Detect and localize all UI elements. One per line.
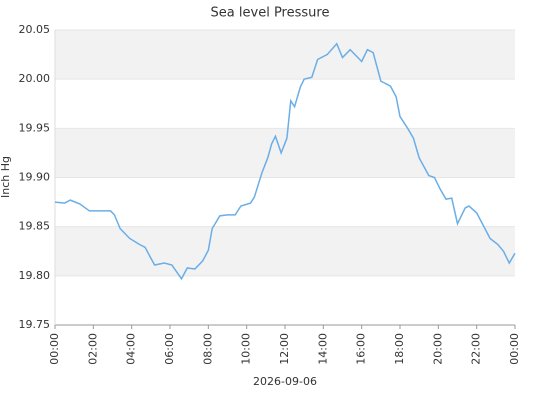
data-line xyxy=(54,42,516,281)
x-tick-label: 16:00 xyxy=(355,333,368,365)
x-tick-label: 00:00 xyxy=(48,333,61,365)
x-tick-label: 00:00 xyxy=(508,333,521,365)
x-tick-label: 04:00 xyxy=(125,333,138,365)
x-axis-label: 2026-09-06 xyxy=(253,375,317,388)
y-tick-label: 20.05 xyxy=(19,23,51,36)
y-tick-label: 19.95 xyxy=(19,121,51,134)
x-tick-label: 12:00 xyxy=(278,333,291,365)
x-tick-label: 14:00 xyxy=(316,333,329,365)
y-tick-label: 19.75 xyxy=(19,318,51,331)
y-tick-label: 19.90 xyxy=(19,171,51,184)
x-tick-label: 22:00 xyxy=(470,333,483,365)
y-tick-label: 20.00 xyxy=(19,72,51,85)
x-tick-label: 10:00 xyxy=(240,333,253,365)
x-tick-label: 08:00 xyxy=(201,333,214,365)
y-tick-label: 19.85 xyxy=(19,220,51,233)
x-tick-label: 06:00 xyxy=(163,333,176,365)
grid-band xyxy=(55,226,515,276)
y-axis-label: Inch Hg xyxy=(0,156,12,198)
x-tick-label: 18:00 xyxy=(393,333,406,365)
x-tick-label: 20:00 xyxy=(431,333,444,365)
grid-band xyxy=(55,128,515,178)
grid-band xyxy=(55,30,515,80)
y-tick-label: 19.80 xyxy=(19,269,51,282)
chart-title: Sea level Pressure xyxy=(211,6,330,21)
x-tick-label: 02:00 xyxy=(86,333,99,365)
